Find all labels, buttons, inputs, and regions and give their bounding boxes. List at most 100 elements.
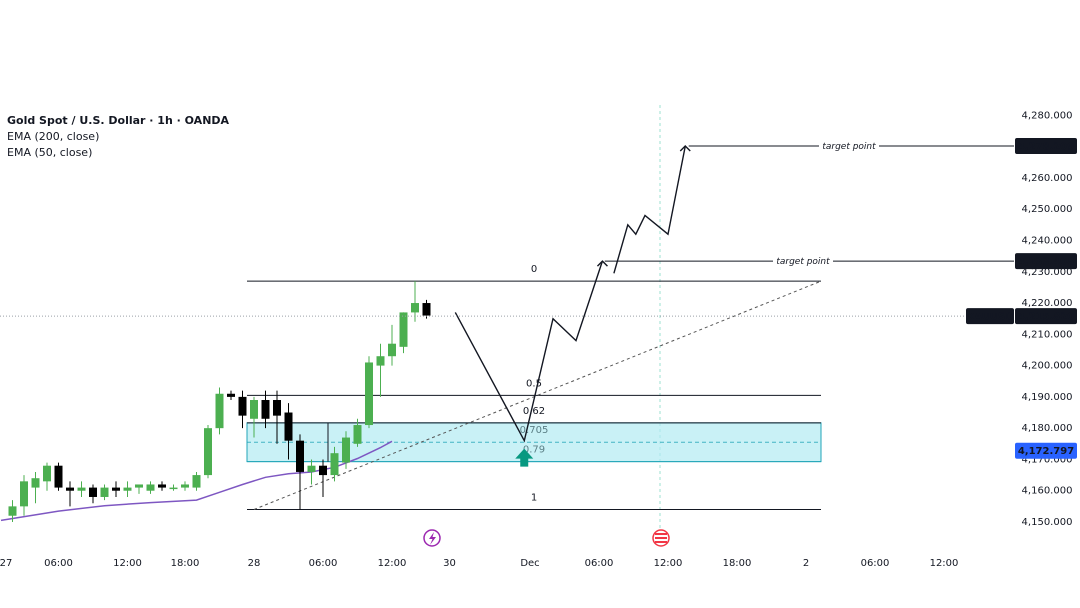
chart-legend[interactable]: Gold Spot / U.S. Dollar · 1h · OANDA EMA…	[7, 113, 229, 161]
drawings[interactable]: target point target point	[0, 139, 1014, 467]
event-markers[interactable]	[423, 529, 670, 547]
fib-level-label: 0.705	[520, 425, 549, 436]
price-tick-label: 4,150.000	[1022, 517, 1073, 528]
fib-level-label: 1	[531, 492, 537, 503]
time-tick-label: 06:00	[861, 558, 890, 569]
candle-body	[169, 487, 178, 490]
candle	[411, 281, 419, 322]
time-axis[interactable]: 27 06:00 12:00 18:00 28 06:00 12:00 30 Dec 06:00 1…	[0, 558, 958, 569]
candle-body	[342, 437, 350, 463]
candle-body	[411, 303, 419, 313]
time-tick-label: 18:00	[171, 558, 200, 569]
symbol-tag-bg	[966, 308, 1014, 325]
candle	[296, 434, 304, 510]
candle-body	[399, 312, 408, 347]
flag-stripe	[655, 537, 667, 539]
candle	[146, 481, 155, 494]
price-axis[interactable]: 4,150.000 4,160.000 4,170.000 4,180.000 4,19…	[966, 110, 1077, 528]
projection-path[interactable]	[454, 260, 604, 443]
candle-body	[204, 428, 212, 476]
symbol-title[interactable]: Gold Spot / U.S. Dollar · 1h · OANDA	[7, 114, 230, 127]
target-label-bg	[773, 255, 833, 267]
candle	[20, 475, 28, 516]
candle	[135, 484, 143, 494]
fib-level-label: 0.62	[523, 406, 545, 417]
price-tick-label: 4,280.000	[1022, 110, 1073, 121]
candle	[66, 481, 74, 507]
candle-body	[376, 356, 385, 366]
candle	[319, 459, 327, 497]
candle-body	[54, 465, 63, 488]
candle-body	[181, 484, 189, 488]
candle-body	[158, 484, 166, 488]
ema-line	[0, 440, 393, 522]
candle	[284, 403, 293, 460]
price-tick-label: 4,210.000	[1022, 329, 1073, 340]
last-price-tag[interactable]: 4,215.820	[1018, 312, 1074, 323]
target-price-tag-bg	[1015, 253, 1077, 270]
candle	[192, 471, 201, 491]
candle	[238, 390, 247, 429]
candle-body	[146, 484, 155, 491]
projection-path-2[interactable]	[613, 145, 686, 274]
candle-body	[100, 487, 109, 497]
fib-level-label: 0	[531, 264, 537, 275]
candle-body	[388, 343, 396, 357]
candle-body	[20, 481, 28, 507]
candle-body	[227, 393, 235, 397]
candle	[307, 459, 316, 485]
time-tick-label: 06:00	[44, 558, 73, 569]
price-tick-label: 4,200.000	[1022, 361, 1073, 372]
candle-body	[307, 465, 316, 472]
candle	[365, 356, 373, 429]
ema-200-label[interactable]: EMA (200, close)	[7, 130, 100, 143]
target-price-tag[interactable]: 4,233.408	[1018, 257, 1074, 268]
candle	[204, 425, 212, 479]
lightning-icon	[429, 532, 436, 545]
time-tick-label: 12:00	[654, 558, 683, 569]
ema-price-tag-bg	[1015, 442, 1077, 459]
candle	[112, 481, 120, 497]
candle	[250, 396, 258, 438]
candle	[181, 481, 189, 491]
candle	[353, 418, 362, 447]
price-tick-label: 4,170.000	[1022, 454, 1073, 465]
candle-body	[135, 484, 143, 488]
candle-body	[296, 440, 304, 472]
time-tick-label: 12:00	[113, 558, 142, 569]
candle	[158, 481, 166, 491]
candle-body	[112, 487, 120, 491]
candle-body	[89, 487, 97, 497]
ema-50-label[interactable]: EMA (50, close)	[7, 146, 93, 159]
target-price-tag[interactable]: 4,270.209	[1018, 141, 1074, 152]
candle	[342, 431, 350, 469]
time-tick-label: 18:00	[723, 558, 752, 569]
buy-arrow-icon[interactable]	[515, 448, 534, 467]
candle-body	[43, 465, 51, 482]
candle-body	[192, 475, 201, 488]
target-label[interactable]: target point	[776, 257, 830, 267]
candle	[261, 390, 270, 429]
symbol-tag[interactable]: XAUUSD	[967, 312, 1014, 323]
price-tick-label: 4,190.000	[1022, 392, 1073, 403]
time-tick-label: 30	[443, 558, 456, 569]
candle	[8, 500, 17, 522]
candle-body	[330, 453, 339, 476]
time-tick-label: 12:00	[378, 558, 407, 569]
candle-body	[284, 412, 293, 441]
candle-body	[77, 487, 86, 491]
price-tick-label: 4,230.000	[1022, 267, 1073, 278]
target-label-bg	[819, 139, 879, 151]
candle	[77, 481, 86, 497]
candle-body	[353, 425, 362, 444]
target-label[interactable]: target point	[822, 142, 876, 152]
ema-price-tag[interactable]: 4,172.797	[1018, 446, 1074, 457]
candle	[89, 484, 97, 504]
last-price-tag-bg	[1015, 308, 1077, 325]
fib-level-label: 0.79	[523, 445, 545, 456]
candle	[399, 312, 408, 354]
candles	[8, 281, 431, 522]
candle-body	[273, 400, 281, 416]
price-tick-label: 4,250.000	[1022, 204, 1073, 215]
